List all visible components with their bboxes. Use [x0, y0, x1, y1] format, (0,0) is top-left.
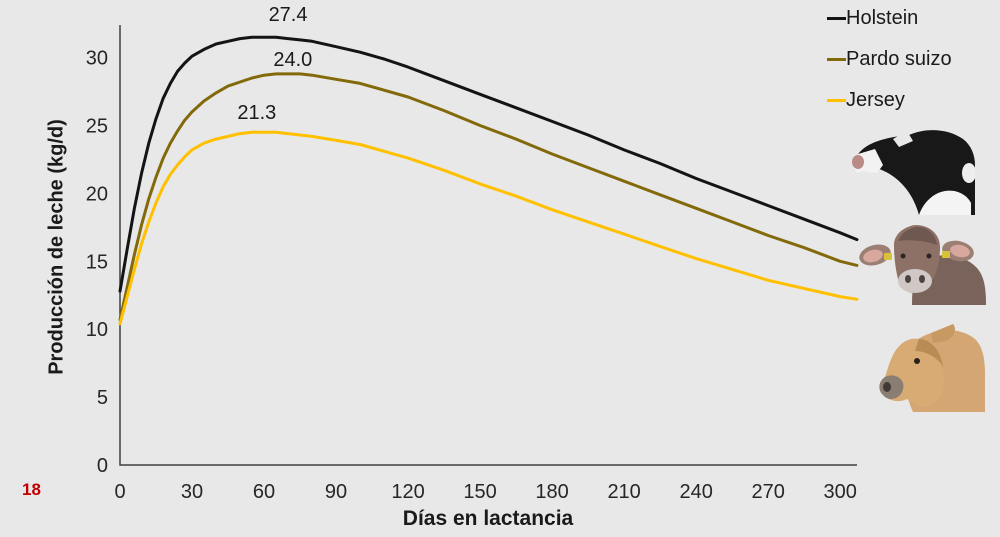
jersey-cow-icon	[879, 324, 985, 412]
y-tick-label-20: 20	[86, 183, 108, 205]
x-tick-label-120: 120	[391, 481, 424, 503]
y-axis-title: Producción de leche (kg/d)	[45, 119, 68, 375]
x-tick-label-150: 150	[463, 481, 496, 503]
y-tick-label-0: 0	[97, 455, 108, 477]
legend-item-holstein: Holstein	[827, 7, 952, 29]
peak-label-jersey: 21.3	[237, 102, 276, 124]
x-tick-label-90: 90	[325, 481, 347, 503]
peak-label-holstein: 27.4	[269, 4, 308, 26]
legend-swatch-pardo-suizo	[827, 57, 846, 61]
slide-page-number: 18	[22, 480, 41, 499]
axes-lines	[119, 25, 857, 466]
legend-label: Pardo suizo	[846, 48, 952, 70]
y-tick-label-30: 30	[86, 48, 108, 70]
legend-label: Holstein	[846, 7, 919, 29]
legend-label: Jersey	[846, 89, 905, 111]
x-tick-label-180: 180	[535, 481, 568, 503]
curve-holstein	[118, 35, 859, 293]
x-tick-label-270: 270	[751, 481, 784, 503]
holstein-cow-image	[849, 121, 976, 215]
legend-item-pardo-suizo: Pardo suizo	[827, 48, 952, 70]
legend-swatch-holstein	[827, 16, 846, 20]
x-tick-label-60: 60	[253, 481, 275, 503]
legend-swatch-jersey	[827, 98, 846, 102]
holstein-cow-icon	[852, 130, 976, 215]
chart-legend: Holstein Pardo suizo Jersey	[827, 7, 952, 130]
peak-label-pardo-suizo: 24.0	[273, 49, 312, 71]
y-tick-label-25: 25	[86, 115, 108, 137]
pardo-suizo-cow-icon	[859, 225, 986, 305]
x-tick-label-0: 0	[114, 481, 125, 503]
x-axis-title: Días en lactancia	[402, 507, 574, 530]
x-tick-label-300: 300	[824, 481, 857, 503]
x-tick-label-30: 30	[181, 481, 203, 503]
y-tick-label-15: 15	[86, 251, 108, 273]
y-tick-label-5: 5	[97, 387, 108, 409]
y-tick-label-10: 10	[86, 319, 108, 341]
curve-jersey	[118, 130, 859, 326]
legend-item-jersey: Jersey	[827, 89, 952, 111]
x-tick-label-210: 210	[607, 481, 640, 503]
curve-pardo-suizo	[118, 72, 859, 322]
x-tick-label-240: 240	[679, 481, 712, 503]
jersey-cow-image	[875, 315, 985, 412]
pardo-suizo-cow-image	[858, 223, 986, 305]
